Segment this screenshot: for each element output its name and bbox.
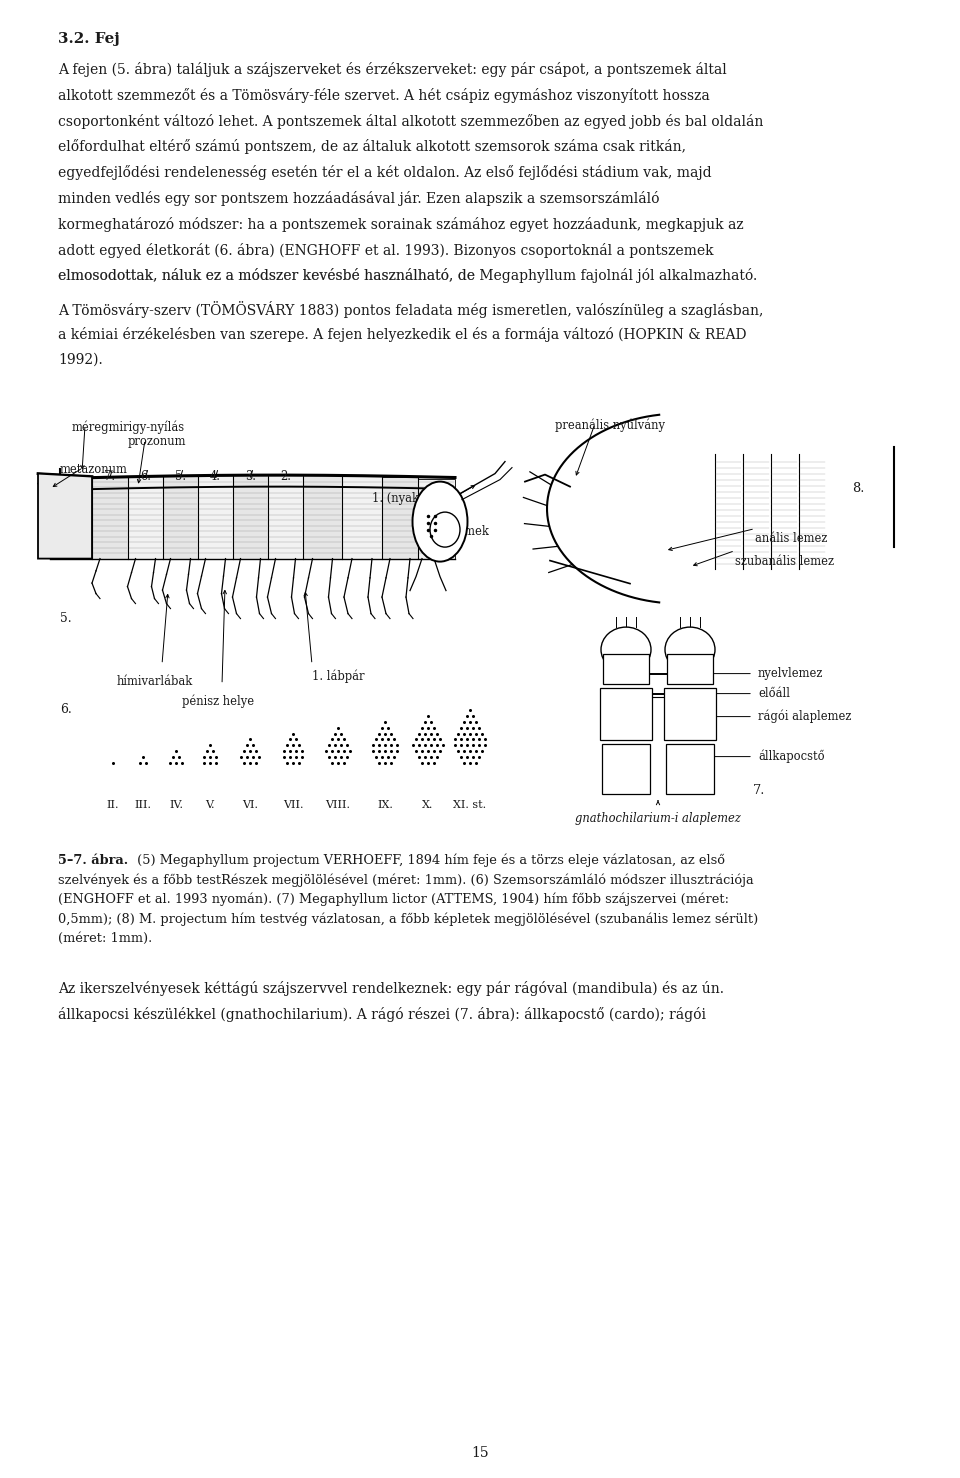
Text: rágói alaplemez: rágói alaplemez [758, 709, 852, 723]
FancyBboxPatch shape [667, 653, 713, 684]
FancyBboxPatch shape [198, 474, 233, 559]
Text: 1992).: 1992). [58, 353, 103, 367]
Text: 6.: 6. [60, 702, 72, 715]
Text: előfordulhat eltérő számú pontszem, de az általuk alkotott szemsorok száma csak : előfordulhat eltérő számú pontszem, de a… [58, 139, 686, 154]
Text: 3.2. Fej: 3.2. Fej [58, 33, 120, 46]
Text: preanális nyúlvány: preanális nyúlvány [555, 418, 665, 432]
Text: elmosodottak, náluk ez a módszer kevésbé használható, de: elmosodottak, náluk ez a módszer kevésbé… [58, 269, 479, 282]
FancyBboxPatch shape [382, 477, 418, 559]
Text: A Tömösváry-szerv (TÖMÖSVÁRY 1883) pontos feladata még ismeretlen, valószínüleg : A Tömösváry-szerv (TÖMÖSVÁRY 1883) ponto… [58, 302, 763, 318]
Text: II.: II. [107, 800, 119, 810]
Text: 7.: 7. [105, 470, 115, 483]
Text: állkapocstő: állkapocstő [758, 749, 825, 763]
Text: elmosodottak, náluk ez a módszer kevésbé használható, de: elmosodottak, náluk ez a módszer kevésbé… [58, 269, 479, 282]
FancyBboxPatch shape [600, 687, 652, 739]
Text: Az ikerszelvényesek kéttágú szájszervvel rendelkeznek: egy pár rágóval (mandibul: Az ikerszelvényesek kéttágú szájszervvel… [58, 981, 724, 996]
Text: egyedfejlődési rendelenesség esetén tér el a két oldalon. Az első fejlődési stád: egyedfejlődési rendelenesség esetén tér … [58, 166, 711, 180]
Text: X.: X. [422, 800, 434, 810]
Text: 15: 15 [471, 1445, 489, 1460]
Text: gnathochilarium-i alaplemez: gnathochilarium-i alaplemez [575, 811, 741, 825]
Text: alkotott szemmezőt és a Tömösváry-féle szervet. A hét csápiz egymáshoz viszonyít: alkotott szemmezőt és a Tömösváry-féle s… [58, 87, 709, 103]
Text: anális lemez: anális lemez [755, 532, 828, 544]
Ellipse shape [413, 482, 468, 562]
Text: adott egyed életkorát (6. ábra) (ENGHOFF et al. 1993). Bizonyos csoportoknál a p: adott egyed életkorát (6. ábra) (ENGHOFF… [58, 242, 713, 257]
Text: pontszemek: pontszemek [420, 525, 490, 538]
Text: IV.: IV. [169, 800, 183, 810]
Ellipse shape [665, 627, 715, 672]
Text: 8.: 8. [852, 482, 864, 495]
Ellipse shape [601, 627, 651, 672]
Text: metazonum: metazonum [60, 463, 128, 476]
Text: A fejen (5. ábra) találjuk a szájszerveket és érzékszerveket: egy pár csápot, a : A fejen (5. ábra) találjuk a szájszervek… [58, 62, 727, 77]
Text: előáll: előáll [758, 687, 790, 701]
Text: 1. lábpár: 1. lábpár [312, 670, 365, 683]
Text: (ENGHOFF et al. 1993 nyomán). (7) Megaphyllum lictor (ATTEMS, 1904) hím főbb szá: (ENGHOFF et al. 1993 nyomán). (7) Megaph… [58, 893, 729, 906]
Text: (méret: 1mm).: (méret: 1mm). [58, 931, 153, 944]
Text: 7.: 7. [753, 783, 765, 797]
FancyBboxPatch shape [128, 476, 163, 559]
FancyBboxPatch shape [666, 743, 714, 794]
Text: hímivarlábak: hímivarlábak [117, 674, 193, 687]
FancyBboxPatch shape [603, 653, 649, 684]
Text: csoportonként változó lehet. A pontszemek által alkotott szemmezőben az egyed jo: csoportonként változó lehet. A pontszeme… [58, 114, 763, 129]
FancyBboxPatch shape [342, 476, 382, 559]
Text: 5–7. ábra.: 5–7. ábra. [58, 854, 128, 866]
Text: szelvények és a főbb testRészek megjölölésével (méret: 1mm). (6) Szemsorszámláló: szelvények és a főbb testRészek megjölöl… [58, 873, 754, 887]
Text: a kémiai érzékelésben van szerepe. A fejen helyezkedik el és a formája változó (: a kémiai érzékelésben van szerepe. A fej… [58, 327, 747, 341]
Text: állkapocsi készülékkel (gnathochilarium). A rágó részei (7. ábra): állkapocstő (: állkapocsi készülékkel (gnathochilarium)… [58, 1007, 706, 1021]
Text: 6.: 6. [140, 470, 151, 483]
Text: méregmirigy-nyílás: méregmirigy-nyílás [72, 421, 185, 435]
Text: V.: V. [205, 800, 215, 810]
Text: 4.: 4. [210, 470, 221, 483]
Text: 5.: 5. [175, 470, 186, 483]
Ellipse shape [430, 511, 460, 547]
Text: XI. st.: XI. st. [453, 800, 487, 810]
FancyBboxPatch shape [92, 477, 128, 559]
Text: nyelvlemez: nyelvlemez [758, 667, 824, 680]
Text: kormeghatározó módszer: ha a pontszemek sorainak számához egyet hozzáadunk, megk: kormeghatározó módszer: ha a pontszemek … [58, 217, 744, 232]
FancyBboxPatch shape [418, 479, 455, 559]
FancyBboxPatch shape [163, 476, 198, 559]
FancyBboxPatch shape [50, 479, 92, 559]
Text: prozonum: prozonum [128, 435, 186, 448]
Text: minden vedlés egy sor pontszem hozzáadásával jár. Ezen alapszik a szemsorszámlál: minden vedlés egy sor pontszem hozzáadás… [58, 191, 660, 205]
Text: (5) Megaphyllum projectum VERHOEFF, 1894 hím feje és a törzs eleje vázlatosan, a: (5) Megaphyllum projectum VERHOEFF, 1894… [133, 854, 725, 868]
FancyBboxPatch shape [602, 743, 650, 794]
Text: VIII.: VIII. [325, 800, 350, 810]
FancyBboxPatch shape [303, 476, 342, 559]
FancyBboxPatch shape [664, 687, 716, 739]
Text: 3.: 3. [245, 470, 256, 483]
Text: 0,5mm); (8) M. projectum hím testvég vázlatosan, a főbb képletek megjölölésével : 0,5mm); (8) M. projectum hím testvég váz… [58, 912, 758, 925]
Text: VII.: VII. [283, 800, 303, 810]
FancyBboxPatch shape [268, 474, 303, 559]
Text: 2.: 2. [280, 470, 291, 483]
Text: 5.: 5. [60, 612, 72, 625]
Text: szubanális lemez: szubanális lemez [735, 554, 834, 568]
Text: IX.: IX. [377, 800, 393, 810]
Text: VI.: VI. [242, 800, 258, 810]
FancyBboxPatch shape [233, 474, 268, 559]
Text: elmosodottak, náluk ez a módszer kevésbé használható, de Megaphyllum fajolnál jó: elmosodottak, náluk ez a módszer kevésbé… [58, 269, 757, 284]
Text: 1. (nyakpajzs): 1. (nyakpajzs) [372, 492, 453, 504]
Text: csáp: csáp [438, 503, 465, 516]
Text: pénisz helye: pénisz helye [182, 695, 254, 708]
Text: III.: III. [134, 800, 152, 810]
Polygon shape [38, 473, 92, 559]
